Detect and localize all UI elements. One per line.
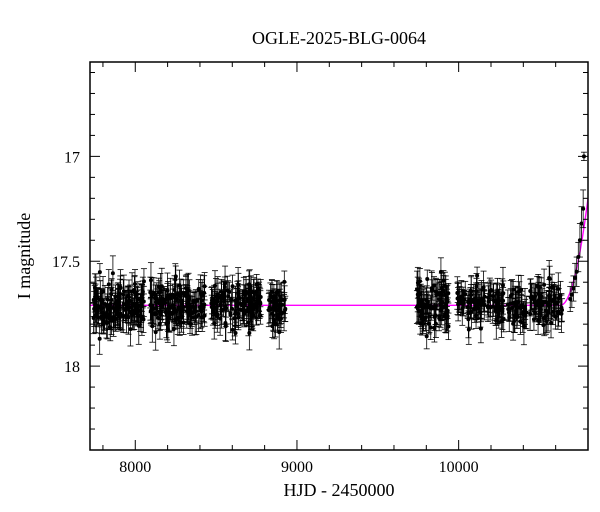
y-tick-label: 17.5: [52, 254, 80, 271]
y-tick-label: 17: [64, 149, 80, 166]
axis-ticks: [90, 62, 588, 450]
x-tick-label: 9000: [281, 459, 313, 476]
x-tick-label: 8000: [119, 459, 151, 476]
axes-box: [90, 62, 588, 450]
x-axis-label: HJD - 2450000: [284, 480, 395, 500]
y-tick-label: 18: [64, 359, 80, 376]
chart-svg: OGLE-2025-BLG-0064 8000 9000 10000 17 17.5 18 H…: [0, 0, 600, 512]
y-axis-label: I magnitude: [14, 213, 34, 299]
lightcurve-chart: OGLE-2025-BLG-0064 8000 9000 10000 17 17.5 18 H…: [0, 0, 600, 512]
chart-title: OGLE-2025-BLG-0064: [252, 28, 426, 48]
x-tick-label: 10000: [439, 459, 479, 476]
